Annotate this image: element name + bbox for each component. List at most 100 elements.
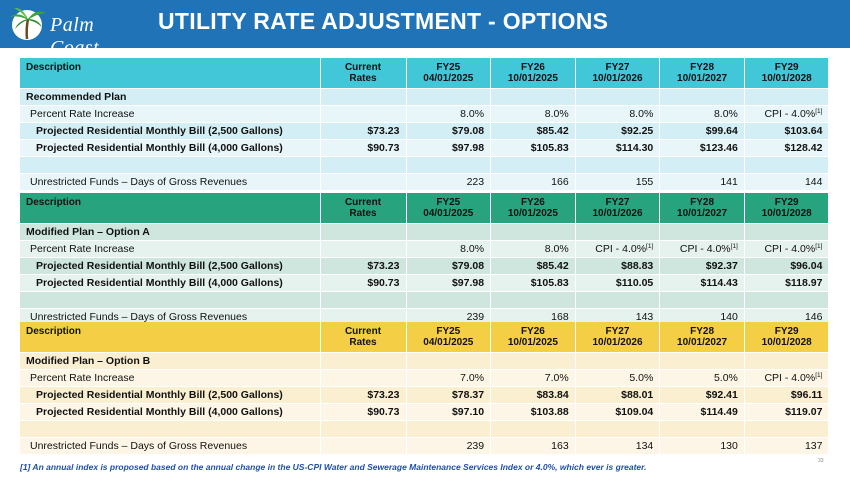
bill-4000-row-value: $114.30 xyxy=(575,139,661,157)
bill-2500-row-value: $92.41 xyxy=(659,386,745,404)
plan-name-row: Modified Plan – Option A xyxy=(20,223,830,241)
percent-rate-value: 8.0% xyxy=(659,105,745,123)
plan-name: Recommended Plan xyxy=(20,88,321,106)
bill-4000-row-value: $90.73 xyxy=(320,274,407,292)
unrestricted-funds-row-label: Unrestricted Funds – Days of Gross Reven… xyxy=(20,437,321,455)
empty-cell xyxy=(320,420,407,438)
table-header-row: Description Current Rates FY25 04/01/2025 FY2… xyxy=(20,58,830,89)
unrestricted-funds-row-value: 130 xyxy=(659,437,745,455)
bill-2500-row-value: $85.42 xyxy=(490,257,576,275)
unrestricted-funds-row-value xyxy=(320,308,407,326)
page-number: 33 xyxy=(818,458,824,464)
bill-2500-row-value: $99.64 xyxy=(659,122,745,140)
percent-rate-text: CPI - 4.0% xyxy=(679,242,731,255)
header-current-line2: Rates xyxy=(349,72,377,84)
footnote-marker: [1] xyxy=(815,371,823,379)
percent-rate-label: Percent Rate Increase xyxy=(20,369,321,387)
unrestricted-funds-row: Unrestricted Funds – Days of Gross Reven… xyxy=(20,308,830,326)
header-fy-date: 04/01/2025 xyxy=(423,72,474,84)
bill-4000-row-value: $90.73 xyxy=(320,139,407,157)
empty-cell xyxy=(320,291,407,309)
header-fiscal-year: FY28 10/01/2027 xyxy=(659,193,745,224)
empty-cell xyxy=(406,352,492,370)
header-fy-label: FY26 xyxy=(520,325,545,337)
bill-2500-row: Projected Residential Monthly Bill (2,50… xyxy=(20,386,830,404)
empty-cell xyxy=(490,291,576,309)
percent-rate-value xyxy=(320,105,407,123)
header-description: Description xyxy=(20,193,321,224)
empty-cell xyxy=(575,291,661,309)
logo-text: Palm Coast xyxy=(50,14,100,59)
bill-2500-row-value: $79.08 xyxy=(406,257,492,275)
percent-rate-value: 8.0% xyxy=(406,240,492,258)
header-fy-label: FY29 xyxy=(774,196,799,208)
percent-rate-text: 7.0% xyxy=(460,371,485,384)
plan-name-row: Modified Plan – Option B xyxy=(20,352,830,370)
empty-cell xyxy=(744,291,830,309)
unrestricted-funds-row-value: 141 xyxy=(659,173,745,191)
unrestricted-funds-row-value: 134 xyxy=(575,437,661,455)
header-fiscal-year: FY26 10/01/2025 xyxy=(490,193,576,224)
empty-cell xyxy=(575,156,661,174)
header-fy-label: FY28 xyxy=(690,325,715,337)
unrestricted-funds-row-value: 223 xyxy=(406,173,492,191)
header-fy-label: FY29 xyxy=(774,325,799,337)
header-fiscal-year: FY27 10/01/2026 xyxy=(575,58,661,89)
header-fy-label: FY27 xyxy=(605,196,630,208)
empty-cell xyxy=(406,291,492,309)
header-fy-date: 10/01/2028 xyxy=(761,207,812,219)
header-fy-date: 10/01/2025 xyxy=(507,336,558,348)
plan-table: Description Current Rates FY25 04/01/2025 FY2… xyxy=(20,58,830,191)
plan-table: Description Current Rates FY25 04/01/2025 FY2… xyxy=(20,193,830,326)
plan-table: Description Current Rates FY25 04/01/2025 FY2… xyxy=(20,322,830,455)
empty-cell xyxy=(20,291,321,309)
bill-2500-row-value: $92.37 xyxy=(659,257,745,275)
header-fy-date: 10/01/2027 xyxy=(677,336,728,348)
bill-2500-row-value: $88.01 xyxy=(575,386,661,404)
header-fy-label: FY28 xyxy=(690,61,715,73)
bill-4000-row-label: Projected Residential Monthly Bill (4,00… xyxy=(20,274,321,292)
bill-2500-row-label: Projected Residential Monthly Bill (2,50… xyxy=(20,257,321,275)
percent-rate-text: 5.0% xyxy=(713,371,738,384)
unrestricted-funds-row-label: Unrestricted Funds – Days of Gross Reven… xyxy=(20,308,321,326)
header-current-line1: Current xyxy=(344,196,382,208)
header-description: Description xyxy=(20,322,321,353)
header-fy-date: 10/01/2028 xyxy=(761,336,812,348)
bill-2500-row-value: $96.11 xyxy=(744,386,830,404)
header-fy-label: FY27 xyxy=(605,61,630,73)
footnote-marker: [1] xyxy=(815,107,823,115)
plan-name: Modified Plan – Option A xyxy=(20,223,321,241)
bill-4000-row-value: $114.43 xyxy=(659,274,745,292)
empty-cell xyxy=(406,156,492,174)
spacer-row xyxy=(20,420,830,438)
header-fy-date: 10/01/2026 xyxy=(592,72,643,84)
unrestricted-funds-row-value: 144 xyxy=(744,173,830,191)
percent-rate-value: 5.0% xyxy=(575,369,661,387)
header-fy-date: 10/01/2025 xyxy=(507,72,558,84)
bill-4000-row-value: $128.42 xyxy=(744,139,830,157)
header-fy-date: 10/01/2027 xyxy=(677,72,728,84)
percent-rate-text: CPI - 4.0% xyxy=(764,371,816,384)
bill-2500-row-value: $79.08 xyxy=(406,122,492,140)
bill-2500-row-value: $73.23 xyxy=(320,257,407,275)
header-fy-label: FY27 xyxy=(605,325,630,337)
percent-rate-value: 7.0% xyxy=(406,369,492,387)
header-fiscal-year: FY27 10/01/2026 xyxy=(575,322,661,353)
empty-cell xyxy=(744,223,830,241)
plan-name: Modified Plan – Option B xyxy=(20,352,321,370)
percent-rate-text: CPI - 4.0% xyxy=(764,242,816,255)
percent-rate-text: 8.0% xyxy=(629,107,654,120)
percent-rate-text: 8.0% xyxy=(460,242,485,255)
bill-2500-row-value: $96.04 xyxy=(744,257,830,275)
unrestricted-funds-row-value: 239 xyxy=(406,437,492,455)
unrestricted-funds-row-value: 143 xyxy=(575,308,661,326)
bill-4000-row-value: $105.83 xyxy=(490,274,576,292)
percent-rate-text: 8.0% xyxy=(544,107,569,120)
percent-rate-value: 8.0% xyxy=(406,105,492,123)
bill-4000-row-value: $97.98 xyxy=(406,139,492,157)
bill-4000-row-value: $119.07 xyxy=(744,403,830,421)
percent-rate-text: CPI - 4.0% xyxy=(595,242,647,255)
bill-2500-row-value: $73.23 xyxy=(320,122,407,140)
header-fiscal-year: FY27 10/01/2026 xyxy=(575,193,661,224)
header-fiscal-year: FY29 10/01/2028 xyxy=(744,322,830,353)
